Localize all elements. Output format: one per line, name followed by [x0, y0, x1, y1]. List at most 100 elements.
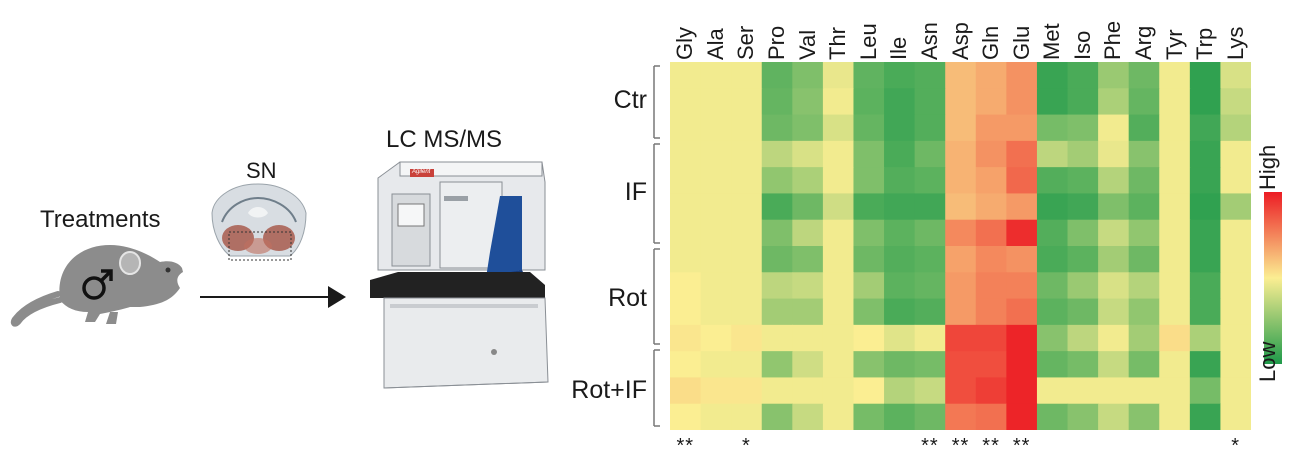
heatmap-cell	[1189, 193, 1222, 221]
heatmap-cell	[822, 219, 855, 247]
heatmap-cell	[1128, 219, 1160, 247]
heatmap-cell	[1128, 377, 1160, 405]
significance-marker: *	[1231, 435, 1241, 457]
heatmap-cell	[945, 88, 977, 116]
heatmap-cell	[731, 193, 763, 221]
heatmap-cell	[853, 246, 885, 273]
heatmap-cell	[853, 324, 885, 352]
heatmap-cell	[700, 377, 732, 405]
column-label: Asn	[916, 22, 942, 60]
significance-marker: *	[742, 435, 751, 457]
heatmap-cell	[1036, 193, 1069, 221]
heatmap-cell	[853, 351, 885, 379]
group-label: Rot+IF	[571, 375, 647, 404]
group-label: Rot	[608, 283, 647, 312]
group-brackets	[653, 65, 660, 427]
heatmap-cell	[670, 114, 702, 142]
heatmap-cell	[1098, 114, 1130, 142]
heatmap-cell	[1036, 88, 1069, 116]
heatmap-cell	[945, 377, 977, 405]
group-label: IF	[624, 178, 647, 207]
heatmap-cell	[700, 351, 732, 379]
column-label: Leu	[855, 23, 881, 60]
heatmap-cell	[853, 140, 885, 168]
heatmap-cell	[1189, 88, 1222, 116]
heatmap-cell	[700, 219, 732, 247]
column-label: Ser	[733, 25, 759, 60]
heatmap-cell	[1098, 219, 1130, 247]
heatmap-cell	[700, 62, 732, 89]
heatmap-cell	[1128, 167, 1160, 195]
column-label: Trp	[1192, 27, 1218, 60]
heatmap-cell	[914, 298, 946, 326]
heatmap-cell	[1098, 377, 1130, 405]
heatmap-cell	[1098, 351, 1130, 379]
heatmap-cell	[822, 246, 855, 273]
heatmap-cell	[1036, 62, 1069, 89]
treatments-label: Treatments	[40, 206, 161, 233]
heatmap-cell	[731, 272, 763, 300]
heatmap-cell	[1036, 324, 1069, 352]
heatmap-cell	[670, 193, 702, 221]
heatmap-cell	[914, 403, 946, 430]
heatmap-cell	[822, 88, 855, 116]
heatmap-cell	[792, 324, 824, 352]
significance-marker: **	[921, 435, 939, 457]
heatmap-cell	[670, 246, 702, 273]
heatmap-cell	[792, 219, 824, 247]
mouse-icon	[10, 245, 183, 327]
heatmap-cell	[1189, 377, 1222, 405]
heatmap-cell	[1067, 298, 1099, 326]
heatmap-cell	[792, 167, 824, 195]
heatmap-cell	[1006, 193, 1038, 221]
heatmap-cell	[945, 246, 977, 273]
heatmap-cell	[884, 219, 916, 247]
heatmap-cell	[1036, 298, 1069, 326]
heatmap-cell	[1159, 140, 1191, 168]
heatmap-cell	[945, 62, 977, 89]
heatmap-cell	[853, 377, 885, 405]
column-label: Met	[1039, 23, 1065, 60]
color-scale-bar	[1264, 192, 1282, 364]
heatmap-cell	[1067, 272, 1099, 300]
heatmap-cell	[1098, 167, 1130, 195]
heatmap-cell	[700, 88, 732, 116]
heatmap-cell	[670, 351, 702, 379]
heatmap-cell	[1067, 403, 1099, 430]
heatmap-cell	[1159, 403, 1191, 430]
heatmap-cell	[700, 193, 732, 221]
heatmap-cell	[822, 403, 855, 430]
heatmap-cell	[975, 403, 1007, 430]
heatmap-cell	[884, 140, 916, 168]
heatmap-cell	[1128, 403, 1160, 430]
heatmap-cell	[1006, 62, 1038, 89]
heatmap-cell	[1220, 377, 1251, 405]
heatmap-cell	[884, 246, 916, 273]
heatmap-cell	[822, 167, 855, 195]
heatmap-cell	[792, 351, 824, 379]
heatmap-cell	[945, 167, 977, 195]
lc-msms-instrument-image	[370, 161, 549, 389]
heatmap-cell	[1189, 324, 1222, 352]
column-label: Iso	[1069, 30, 1095, 60]
heatmap-cell	[670, 219, 702, 247]
heatmap-cell	[1189, 167, 1222, 195]
heatmap-cell	[884, 324, 916, 352]
heatmap-cell	[1159, 193, 1191, 221]
heatmap-cell	[822, 114, 855, 142]
scale-low-label: Low	[1255, 341, 1280, 382]
heatmap-cell	[914, 193, 946, 221]
heatmap-cell	[700, 114, 732, 142]
heatmap-cell	[1006, 88, 1038, 116]
workflow-illustration	[10, 65, 660, 427]
heatmap-cell	[731, 114, 763, 142]
heatmap-cell	[1220, 403, 1251, 430]
heatmap-cell	[945, 351, 977, 379]
heatmap-cell	[975, 324, 1007, 352]
heatmap-cell	[731, 298, 763, 326]
heatmap-cell	[670, 403, 702, 430]
column-label: Val	[794, 29, 820, 60]
heatmap-cell	[792, 114, 824, 142]
heatmap-cell	[731, 88, 763, 116]
heatmap-cell	[1036, 351, 1069, 379]
